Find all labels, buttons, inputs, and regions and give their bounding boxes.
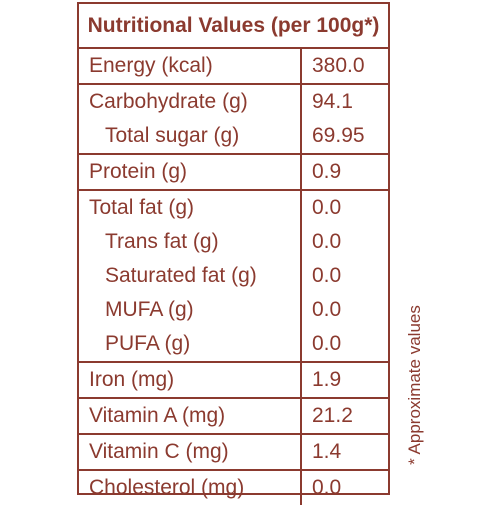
- nutrient-value-column: 380.0: [302, 49, 388, 83]
- nutrient-label: Vitamin A (mg): [89, 404, 226, 427]
- footnote: * Approximate values: [405, 290, 425, 480]
- nutrient-value: 1.4: [312, 440, 342, 463]
- nutrient-group: Iron (mg) 1.9: [79, 363, 388, 399]
- nutrient-value-column: 0.0 0.0 0.0 0.0 0.0: [302, 191, 388, 361]
- nutrition-panel: Nutritional Values (per 100g*) Energy (k…: [77, 2, 390, 505]
- nutrient-value-column: 94.1 69.95: [302, 85, 388, 153]
- nutrient-value: 0.0: [312, 476, 342, 499]
- nutrient-label: Total sugar (g): [105, 124, 240, 147]
- table-title: Nutritional Values (per 100g*): [79, 4, 388, 49]
- nutrient-label: Total fat (g): [89, 196, 195, 219]
- footnote-text: * Approximate values: [405, 305, 424, 465]
- nutrient-group: Energy (kcal) 380.0: [79, 49, 388, 85]
- nutrient-label: Vitamin C (mg): [89, 440, 229, 463]
- nutrient-value-column: 1.9: [302, 363, 388, 397]
- nutrient-label-column: Total fat (g) Trans fat (g) Saturated fat …: [79, 191, 302, 361]
- nutrient-label: MUFA (g): [105, 298, 194, 321]
- nutrient-label-column: Iron (mg): [79, 363, 302, 397]
- nutrient-label-column: Vitamin C (mg): [79, 435, 302, 469]
- nutrient-label-column: Carbohydrate (g) Total sugar (g): [79, 85, 302, 153]
- nutrient-value-column: 0.0: [302, 471, 388, 505]
- nutrient-value-column: 21.2: [302, 399, 388, 433]
- nutrient-value: 0.0: [312, 230, 342, 253]
- nutrient-value: 0.0: [312, 196, 342, 219]
- nutrient-label: Energy (kcal): [89, 54, 213, 77]
- nutrient-label-column: Cholesterol (mg): [79, 471, 302, 505]
- nutrition-table: Energy (kcal) 380.0 Carbohydrate (g) Total …: [79, 49, 388, 505]
- nutrient-value: 380.0: [312, 54, 365, 77]
- nutrient-group: Vitamin A (mg) 21.2: [79, 399, 388, 435]
- nutrient-group: Protein (g) 0.9: [79, 155, 388, 191]
- nutrient-value: 0.0: [312, 332, 342, 355]
- nutrient-label-column: Energy (kcal): [79, 49, 302, 83]
- nutrient-value: 0.0: [312, 264, 342, 287]
- nutrient-value: 0.9: [312, 160, 342, 183]
- nutrient-value: 94.1: [312, 90, 353, 113]
- nutrient-value: 21.2: [312, 404, 353, 427]
- nutrient-label: Protein (g): [89, 160, 188, 183]
- nutrient-value-column: 0.9: [302, 155, 388, 189]
- nutrient-label: Iron (mg): [89, 368, 175, 391]
- nutrient-value-column: 1.4: [302, 435, 388, 469]
- nutrient-value: 69.95: [312, 124, 365, 147]
- nutrient-group: Total fat (g) Trans fat (g) Saturated fat …: [79, 191, 388, 363]
- nutrient-label: Trans fat (g): [105, 230, 219, 253]
- nutrient-value: 0.0: [312, 298, 342, 321]
- nutrient-label: Cholesterol (mg): [89, 476, 245, 499]
- nutrient-label: PUFA (g): [105, 332, 191, 355]
- nutrient-value: 1.9: [312, 368, 342, 391]
- nutrient-group: Carbohydrate (g) Total sugar (g) 94.1 69.95: [79, 85, 388, 155]
- nutrient-label-column: Vitamin A (mg): [79, 399, 302, 433]
- nutrient-group: Vitamin C (mg) 1.4: [79, 435, 388, 471]
- nutrient-label: Saturated fat (g): [105, 264, 257, 287]
- nutrient-label-column: Protein (g): [79, 155, 302, 189]
- nutrient-group: Cholesterol (mg) 0.0: [79, 471, 388, 505]
- nutrient-label: Carbohydrate (g): [89, 90, 248, 113]
